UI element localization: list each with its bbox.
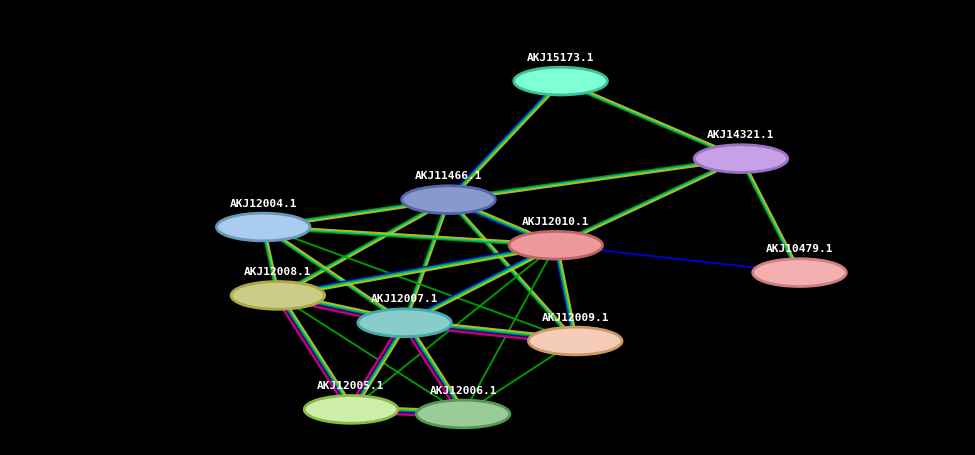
Text: AKJ14321.1: AKJ14321.1 [707,130,775,140]
Ellipse shape [216,214,310,241]
Text: AKJ12007.1: AKJ12007.1 [370,294,439,304]
Ellipse shape [304,396,398,423]
Text: AKJ12008.1: AKJ12008.1 [244,267,312,277]
Text: AKJ15173.1: AKJ15173.1 [526,53,595,63]
Text: AKJ12010.1: AKJ12010.1 [522,217,590,227]
Ellipse shape [694,146,788,173]
Text: AKJ11466.1: AKJ11466.1 [414,171,483,181]
Ellipse shape [231,282,325,309]
Ellipse shape [509,232,603,259]
Text: AKJ12009.1: AKJ12009.1 [541,312,609,322]
Text: AKJ12006.1: AKJ12006.1 [429,385,497,395]
Text: AKJ10479.1: AKJ10479.1 [765,244,834,254]
Ellipse shape [514,68,607,96]
Ellipse shape [416,400,510,428]
Ellipse shape [753,259,846,287]
Ellipse shape [528,328,622,355]
Ellipse shape [402,187,495,214]
Text: AKJ12005.1: AKJ12005.1 [317,380,385,390]
Ellipse shape [358,309,451,337]
Text: AKJ12004.1: AKJ12004.1 [229,198,297,208]
